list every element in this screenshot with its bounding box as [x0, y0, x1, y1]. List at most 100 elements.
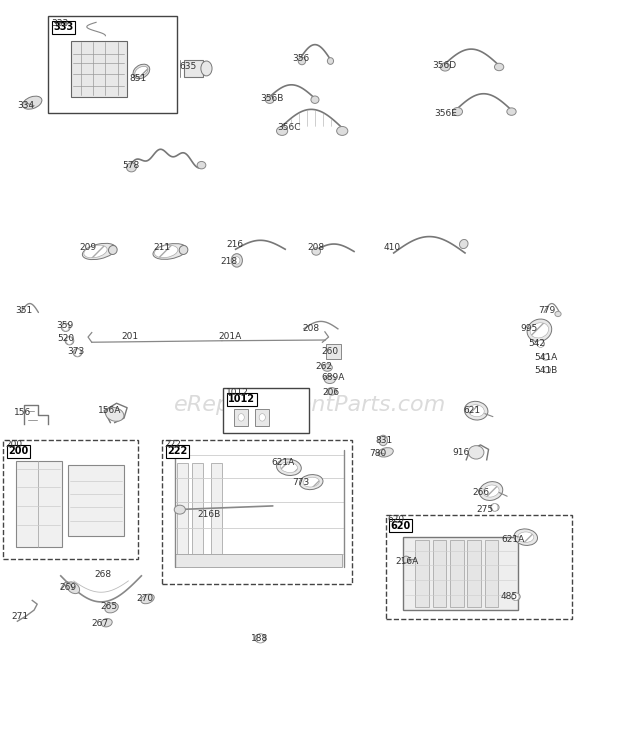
Ellipse shape — [67, 582, 79, 594]
Text: 216: 216 — [226, 240, 244, 248]
Ellipse shape — [507, 108, 516, 115]
Circle shape — [259, 414, 265, 421]
Bar — [71, 41, 127, 97]
Text: 1012: 1012 — [228, 394, 255, 404]
Text: 267: 267 — [92, 619, 109, 628]
Ellipse shape — [469, 446, 484, 459]
Circle shape — [513, 593, 519, 600]
Bar — [386, 515, 572, 619]
Bar — [48, 16, 177, 113]
Ellipse shape — [154, 246, 178, 257]
Ellipse shape — [327, 57, 334, 64]
Text: 620: 620 — [391, 521, 411, 530]
Circle shape — [66, 337, 73, 344]
Text: 373: 373 — [67, 347, 84, 356]
Bar — [211, 463, 222, 567]
Ellipse shape — [459, 240, 468, 248]
Text: 356E: 356E — [434, 109, 457, 118]
Text: 541B: 541B — [534, 366, 557, 375]
Bar — [192, 463, 203, 567]
Ellipse shape — [483, 485, 499, 497]
Text: 356: 356 — [293, 54, 310, 62]
Bar — [184, 60, 203, 77]
Text: 266: 266 — [472, 488, 490, 497]
Text: 485: 485 — [501, 592, 518, 601]
Bar — [223, 388, 309, 433]
Text: 275: 275 — [476, 505, 494, 514]
Ellipse shape — [327, 388, 337, 395]
Circle shape — [74, 349, 81, 356]
Ellipse shape — [512, 593, 520, 600]
Ellipse shape — [464, 401, 488, 420]
Text: 773: 773 — [293, 478, 310, 487]
Ellipse shape — [324, 375, 335, 384]
Text: 200: 200 — [8, 446, 29, 456]
Text: 620: 620 — [388, 515, 405, 524]
Circle shape — [544, 367, 549, 373]
Text: 262: 262 — [315, 362, 332, 371]
Text: 209: 209 — [79, 243, 97, 251]
Text: 916: 916 — [453, 448, 470, 457]
Ellipse shape — [277, 126, 288, 135]
Bar — [234, 409, 248, 426]
Text: 222: 222 — [167, 446, 188, 456]
Ellipse shape — [530, 323, 549, 338]
Text: 222: 222 — [164, 440, 181, 449]
Text: 188: 188 — [251, 634, 268, 643]
Circle shape — [379, 435, 388, 446]
Text: 356B: 356B — [260, 94, 284, 103]
Ellipse shape — [298, 57, 306, 65]
Ellipse shape — [402, 556, 410, 562]
Bar — [415, 540, 429, 607]
Ellipse shape — [82, 243, 116, 260]
Bar — [403, 537, 518, 610]
Text: 206: 206 — [322, 388, 340, 397]
Ellipse shape — [337, 126, 348, 135]
Circle shape — [238, 414, 244, 421]
Text: 269: 269 — [59, 583, 76, 592]
Ellipse shape — [490, 504, 499, 511]
Text: 200: 200 — [5, 440, 22, 449]
Ellipse shape — [495, 63, 503, 71]
Bar — [433, 540, 446, 607]
Ellipse shape — [108, 246, 117, 254]
Ellipse shape — [73, 348, 82, 356]
Text: 333: 333 — [53, 22, 74, 32]
Text: 333: 333 — [51, 19, 68, 28]
Text: 211: 211 — [154, 243, 171, 251]
Ellipse shape — [518, 532, 534, 542]
Bar — [485, 540, 498, 607]
Circle shape — [234, 257, 240, 264]
Bar — [177, 463, 188, 567]
Ellipse shape — [277, 459, 301, 475]
Text: 356D: 356D — [433, 61, 457, 70]
Text: 541A: 541A — [534, 353, 557, 362]
Text: 621A: 621A — [272, 458, 295, 467]
Ellipse shape — [312, 248, 321, 255]
Ellipse shape — [135, 66, 148, 77]
Ellipse shape — [555, 311, 561, 317]
Ellipse shape — [22, 96, 42, 109]
Ellipse shape — [311, 96, 319, 103]
Text: 218: 218 — [220, 257, 237, 266]
Ellipse shape — [153, 243, 187, 260]
Text: 578: 578 — [123, 161, 140, 170]
Text: 208: 208 — [307, 243, 324, 251]
Bar — [162, 440, 352, 584]
Text: 689A: 689A — [321, 373, 345, 382]
Bar — [68, 465, 124, 536]
Ellipse shape — [468, 405, 484, 417]
Text: 216B: 216B — [197, 510, 221, 519]
Text: 851: 851 — [129, 74, 146, 83]
Ellipse shape — [133, 64, 150, 79]
Ellipse shape — [303, 477, 319, 487]
Ellipse shape — [378, 448, 393, 457]
Text: 270: 270 — [136, 594, 154, 603]
Ellipse shape — [141, 594, 154, 603]
Ellipse shape — [479, 481, 503, 501]
Text: 621A: 621A — [501, 535, 525, 544]
Text: 156A: 156A — [98, 406, 122, 415]
Ellipse shape — [543, 367, 551, 373]
Ellipse shape — [514, 529, 538, 545]
Bar — [255, 409, 269, 426]
